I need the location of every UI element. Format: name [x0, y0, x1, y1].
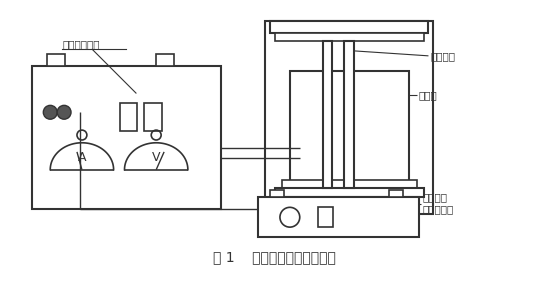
Text: 稳压稳流电源: 稳压稳流电源: [62, 39, 99, 49]
Bar: [270, 189, 284, 198]
Text: 恒温磁力: 恒温磁力: [423, 192, 447, 202]
Bar: [120, 103, 137, 131]
Circle shape: [57, 105, 71, 119]
Bar: [144, 103, 162, 131]
Bar: [275, 33, 423, 41]
Circle shape: [43, 105, 57, 119]
Bar: [290, 71, 408, 185]
Bar: [282, 180, 417, 187]
Bar: [317, 207, 333, 227]
Bar: [47, 54, 65, 66]
Bar: [32, 66, 221, 209]
Text: 石墨电极: 石墨电极: [430, 51, 456, 61]
Bar: [156, 54, 174, 66]
Bar: [322, 41, 333, 187]
Bar: [265, 21, 433, 214]
Bar: [270, 21, 428, 33]
Bar: [258, 198, 418, 237]
Bar: [389, 189, 403, 198]
Bar: [275, 187, 423, 198]
Bar: [344, 41, 354, 187]
Text: A: A: [77, 151, 86, 164]
Text: 加热搅拌器: 加热搅拌器: [423, 204, 454, 214]
Text: 图 1    电化学氧化法试验装置: 图 1 电化学氧化法试验装置: [212, 250, 335, 264]
Text: V: V: [152, 151, 160, 164]
Text: 电解槽: 电解槽: [418, 90, 438, 100]
